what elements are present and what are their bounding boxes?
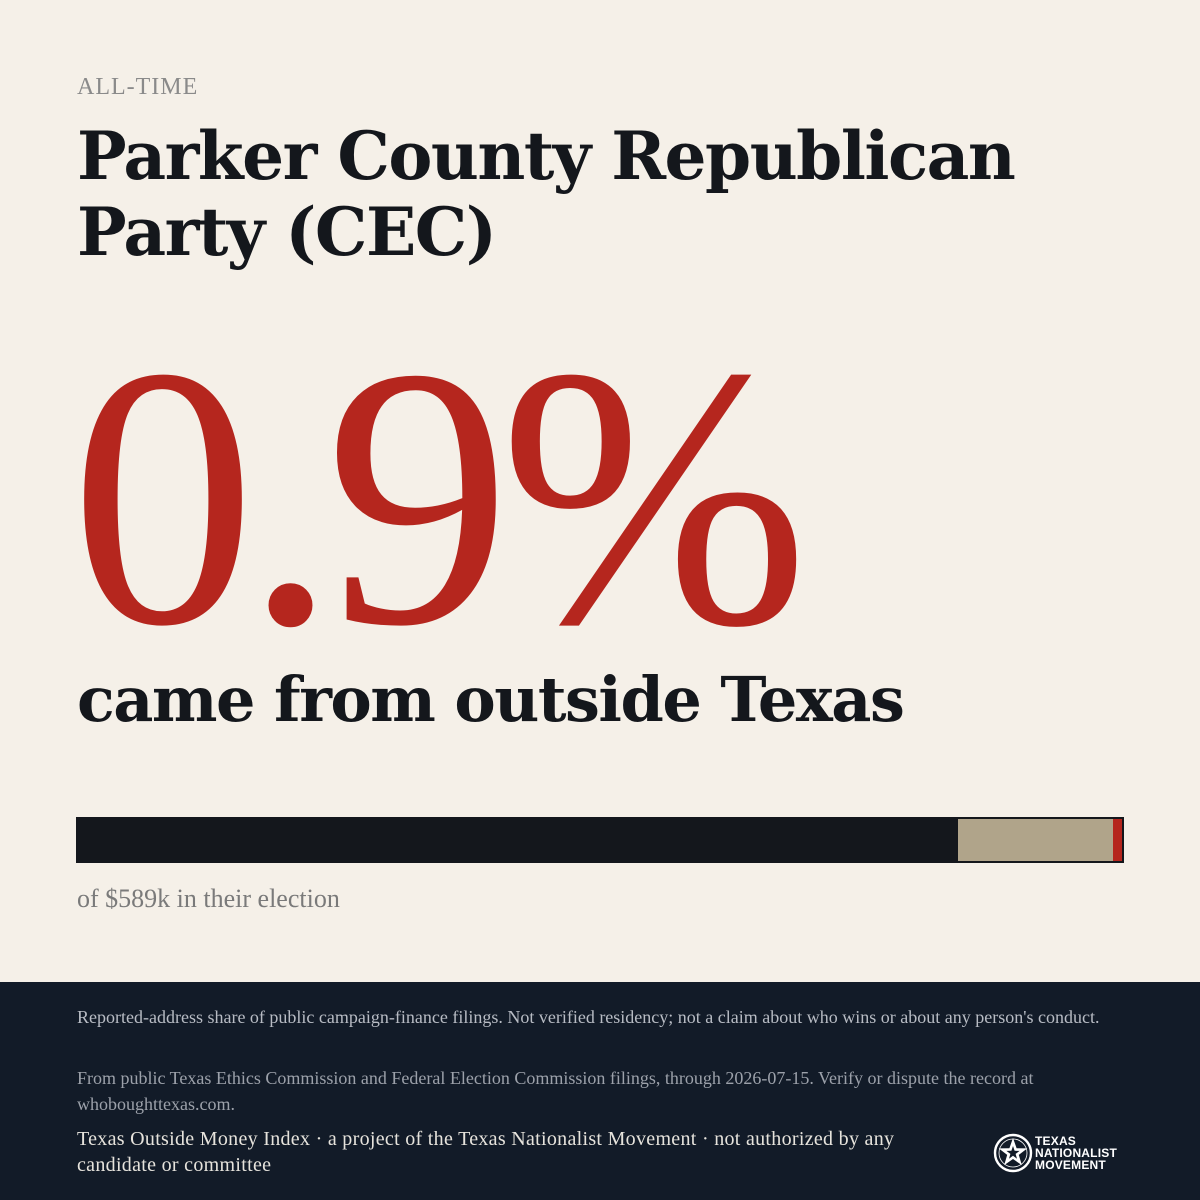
footer-source: From public Texas Ethics Commission and … [77,1068,1034,1114]
period-label: ALL-TIME [77,74,199,100]
total-amount-caption: of $589k in their election [77,884,340,913]
bar-segment-outside-texas [1112,819,1122,861]
footer-disclaimer: Reported-address share of public campaig… [77,1007,1100,1027]
outside-share-percent: 0.9% [70,292,809,703]
footer-attribution: Texas Outside Money Index · a project of… [77,1128,895,1176]
logo-line-3: MOVEMENT [1035,1158,1106,1172]
star-seal-icon [993,1133,1033,1173]
logo-line-1: TEXAS [1035,1134,1077,1148]
logo-wordmark: TEXAS NATIONALIST MOVEMENT [1035,1135,1117,1171]
outside-share-subtitle: came from outside Texas [77,663,905,736]
logo-line-2: NATIONALIST [1035,1146,1117,1160]
bar-segment-other [958,819,1113,861]
share-bar [76,817,1124,863]
tnm-logo: TEXAS NATIONALIST MOVEMENT [993,1132,1128,1174]
bar-segment-in-state [78,819,959,861]
page-title: Parker County Republican Party (CEC) [77,117,1016,271]
